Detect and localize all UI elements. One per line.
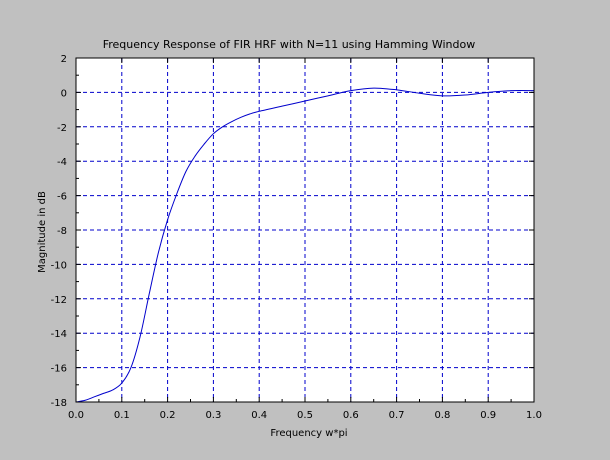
x-tick-label: 0.6 (343, 410, 359, 421)
x-tick-label: 0.0 (68, 410, 84, 421)
y-tick-label: -10 (51, 260, 67, 271)
x-tick-label: 0.4 (251, 410, 267, 421)
x-tick-label: 0.5 (297, 410, 313, 421)
x-axis-label: Frequency w*pi (270, 428, 347, 439)
y-axis-ticks: 2 0 -2 -4 -6 -8 -10 -12 -14 -16 -18 (51, 54, 534, 409)
x-tick-label: 0.8 (434, 410, 450, 421)
y-tick-label: -4 (57, 157, 67, 168)
x-axis-ticks: 0.0 0.1 0.2 0.3 0.4 0.5 0.6 0.7 0.8 0.9 1.0 (68, 58, 542, 421)
y-tick-label: -16 (51, 364, 67, 375)
y-tick-label: 2 (61, 54, 67, 65)
y-tick-label: -2 (57, 123, 67, 134)
x-tick-label: 0.7 (389, 410, 405, 421)
y-tick-label: -18 (51, 398, 67, 409)
x-tick-label: 0.2 (160, 410, 176, 421)
y-tick-label: -14 (51, 329, 67, 340)
x-tick-label: 0.3 (205, 410, 221, 421)
y-axis-label: Magnitude in dB (37, 191, 48, 273)
y-tick-label: -12 (51, 295, 67, 306)
x-tick-label: 0.9 (480, 410, 496, 421)
y-tick-label: -8 (57, 226, 67, 237)
y-tick-label: -6 (57, 192, 67, 203)
x-tick-label: 0.1 (114, 410, 130, 421)
series-line (75, 87, 535, 403)
x-tick-label: 1.0 (526, 410, 542, 421)
y-tick-label: 0 (61, 88, 67, 99)
chart-title: Frequency Response of FIR HRF with N=11 … (103, 38, 476, 51)
grid-lines (76, 58, 534, 402)
